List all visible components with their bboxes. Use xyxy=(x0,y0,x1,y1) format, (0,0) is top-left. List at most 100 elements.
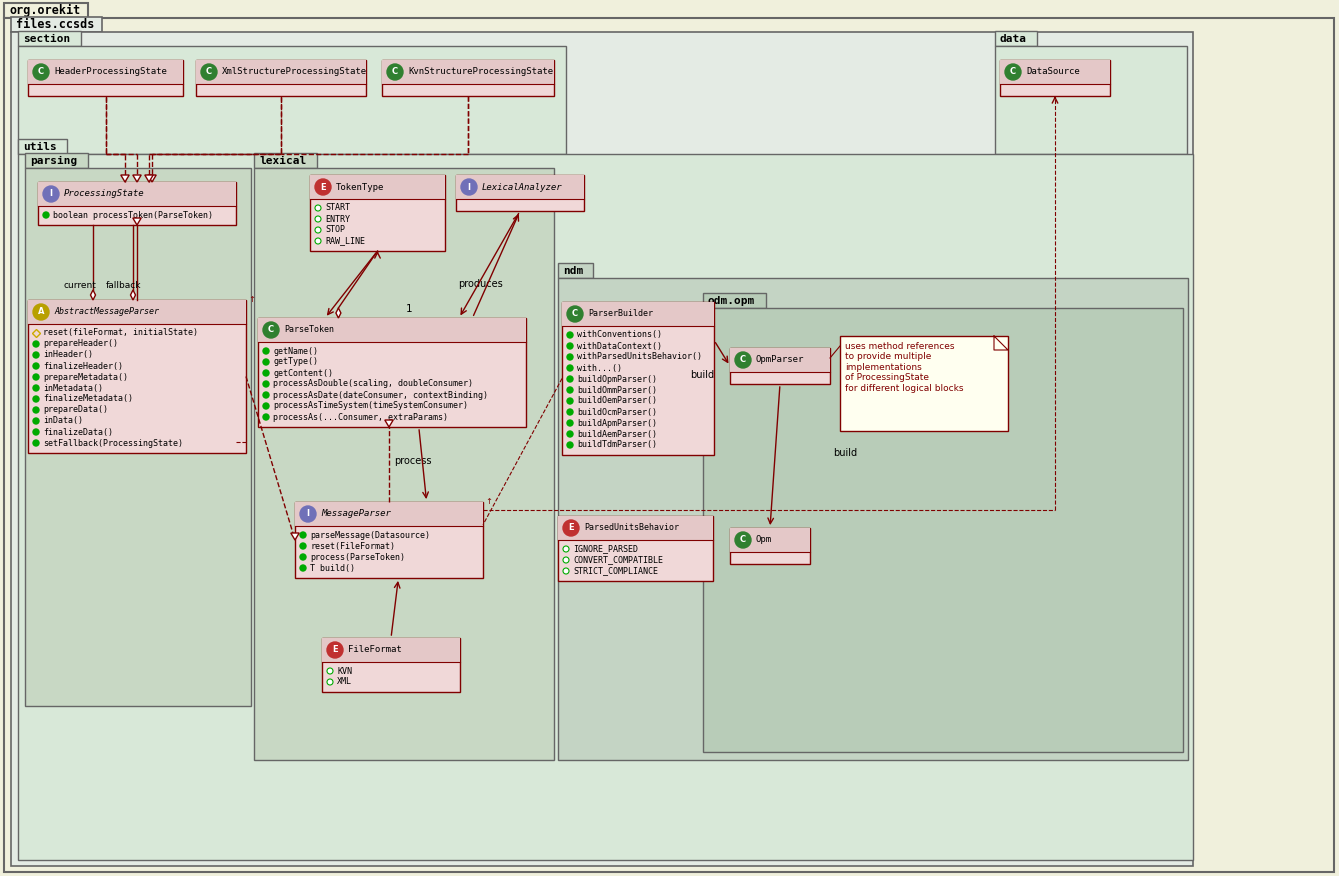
Circle shape xyxy=(566,365,573,371)
Circle shape xyxy=(735,532,751,548)
Polygon shape xyxy=(91,290,95,300)
FancyBboxPatch shape xyxy=(195,60,366,84)
Circle shape xyxy=(262,370,269,376)
Circle shape xyxy=(300,565,307,571)
FancyBboxPatch shape xyxy=(840,336,1008,431)
FancyBboxPatch shape xyxy=(28,60,183,84)
Text: lexical: lexical xyxy=(258,156,307,166)
Text: C: C xyxy=(268,326,274,335)
Text: withConventions(): withConventions() xyxy=(577,330,661,340)
Circle shape xyxy=(315,179,331,195)
FancyBboxPatch shape xyxy=(17,31,80,46)
FancyBboxPatch shape xyxy=(17,46,566,154)
FancyBboxPatch shape xyxy=(254,168,554,760)
Circle shape xyxy=(566,442,573,448)
Text: AbstractMessageParser: AbstractMessageParser xyxy=(54,307,159,316)
Text: buildAemParser(): buildAemParser() xyxy=(577,429,657,439)
FancyBboxPatch shape xyxy=(25,153,88,168)
Text: ParsedUnitsBehavior: ParsedUnitsBehavior xyxy=(584,524,679,533)
FancyBboxPatch shape xyxy=(321,638,461,662)
Text: build: build xyxy=(833,448,857,458)
FancyBboxPatch shape xyxy=(562,302,714,326)
FancyBboxPatch shape xyxy=(558,516,712,540)
Circle shape xyxy=(566,306,582,322)
Text: withParsedUnitsBehavior(): withParsedUnitsBehavior() xyxy=(577,352,702,362)
Polygon shape xyxy=(121,175,129,182)
Circle shape xyxy=(262,381,269,387)
Text: withDataContext(): withDataContext() xyxy=(577,342,661,350)
Text: ParseToken: ParseToken xyxy=(284,326,333,335)
Text: prepareMetadata(): prepareMetadata() xyxy=(43,372,129,382)
Circle shape xyxy=(262,359,269,365)
FancyBboxPatch shape xyxy=(1000,60,1110,96)
Text: C: C xyxy=(206,67,212,76)
Text: process(ParseToken): process(ParseToken) xyxy=(311,553,404,562)
Circle shape xyxy=(327,679,333,685)
Text: getType(): getType() xyxy=(273,357,317,366)
Circle shape xyxy=(300,532,307,538)
Circle shape xyxy=(201,64,217,80)
Text: org.orekit: org.orekit xyxy=(9,4,80,17)
Circle shape xyxy=(43,212,50,218)
Circle shape xyxy=(33,385,39,391)
Polygon shape xyxy=(291,533,299,540)
FancyBboxPatch shape xyxy=(730,348,830,372)
Text: buildOemParser(): buildOemParser() xyxy=(577,397,657,406)
Text: I: I xyxy=(307,510,309,519)
Text: prepareHeader(): prepareHeader() xyxy=(43,340,118,349)
FancyBboxPatch shape xyxy=(562,302,714,455)
Text: ENTRY: ENTRY xyxy=(325,215,349,223)
Text: build: build xyxy=(690,370,714,380)
Circle shape xyxy=(562,557,569,563)
Text: I: I xyxy=(50,189,52,199)
Circle shape xyxy=(461,179,477,195)
Circle shape xyxy=(562,546,569,552)
Text: C: C xyxy=(740,356,746,364)
Text: T build(): T build() xyxy=(311,563,355,573)
Text: ↑: ↑ xyxy=(485,497,491,506)
Circle shape xyxy=(33,363,39,369)
FancyBboxPatch shape xyxy=(11,32,1193,866)
Circle shape xyxy=(33,429,39,435)
Circle shape xyxy=(566,409,573,415)
Circle shape xyxy=(33,418,39,424)
Text: finalizeHeader(): finalizeHeader() xyxy=(43,362,123,371)
Circle shape xyxy=(262,414,269,420)
Text: ndm: ndm xyxy=(562,265,584,275)
Circle shape xyxy=(33,352,39,358)
FancyBboxPatch shape xyxy=(37,182,236,225)
Text: processAsDate(dateConsumer, contextBinding): processAsDate(dateConsumer, contextBindi… xyxy=(273,391,487,399)
Text: A: A xyxy=(37,307,44,316)
Text: C: C xyxy=(37,67,44,76)
FancyBboxPatch shape xyxy=(730,348,830,384)
Text: produces: produces xyxy=(458,279,502,289)
Text: TokenType: TokenType xyxy=(336,182,384,192)
Text: STOP: STOP xyxy=(325,225,345,235)
Text: inData(): inData() xyxy=(43,416,83,426)
FancyBboxPatch shape xyxy=(4,18,1334,872)
Circle shape xyxy=(1006,64,1022,80)
FancyBboxPatch shape xyxy=(28,300,246,324)
FancyBboxPatch shape xyxy=(17,139,67,154)
Circle shape xyxy=(43,186,59,202)
FancyBboxPatch shape xyxy=(703,293,766,308)
FancyBboxPatch shape xyxy=(11,17,102,32)
Circle shape xyxy=(315,227,321,233)
FancyBboxPatch shape xyxy=(311,175,445,199)
Text: XML: XML xyxy=(337,677,352,687)
Text: C: C xyxy=(392,67,398,76)
FancyBboxPatch shape xyxy=(17,154,1193,860)
Text: processAs(...Consumer, extraParams): processAs(...Consumer, extraParams) xyxy=(273,413,449,421)
Circle shape xyxy=(300,506,316,522)
Text: LexicalAnalyzer: LexicalAnalyzer xyxy=(482,182,562,192)
FancyBboxPatch shape xyxy=(558,516,712,581)
Text: uses method references
to provide multiple
implementations
of ProcessingState
fo: uses method references to provide multip… xyxy=(845,342,964,392)
Text: buildOmmParser(): buildOmmParser() xyxy=(577,385,657,394)
Text: buildTdmParser(): buildTdmParser() xyxy=(577,441,657,449)
Polygon shape xyxy=(133,175,141,182)
FancyBboxPatch shape xyxy=(258,318,526,342)
Circle shape xyxy=(300,543,307,549)
Circle shape xyxy=(566,398,573,404)
Text: files.ccsds: files.ccsds xyxy=(16,18,94,31)
Text: HeaderProcessingState: HeaderProcessingState xyxy=(54,67,167,76)
